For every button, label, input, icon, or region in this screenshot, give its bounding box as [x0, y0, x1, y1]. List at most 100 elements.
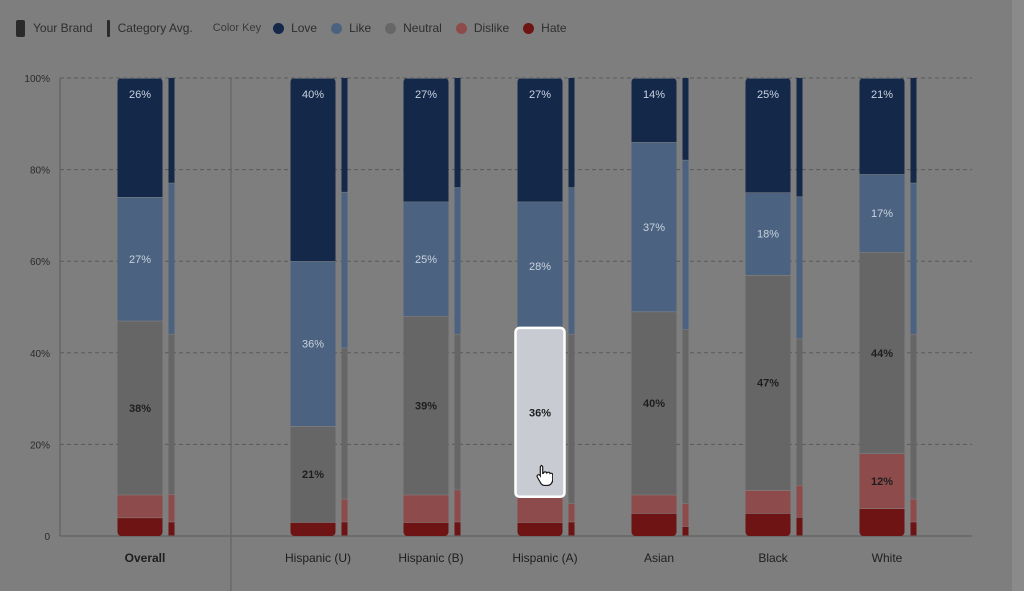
- legend-hate-label: Hate: [541, 21, 567, 35]
- bar-segment-hate[interactable]: [745, 513, 791, 536]
- hate-dot-icon: [523, 22, 535, 34]
- avg-segment-neutral: [568, 334, 575, 504]
- bar-segment-hate[interactable]: [859, 508, 905, 536]
- avg-segment-dislike: [796, 485, 803, 518]
- avg-segment-neutral: [454, 334, 461, 490]
- avg-segment-love: [796, 78, 803, 197]
- bar-segment-neutral[interactable]: [859, 252, 905, 454]
- avg-segment-like: [341, 192, 348, 348]
- value-label: 37%: [643, 222, 665, 234]
- avg-segment-love: [910, 78, 917, 183]
- bar-segment-neutral[interactable]: [117, 320, 163, 495]
- bar-segment-dislike[interactable]: [745, 490, 791, 514]
- value-label: 38%: [129, 403, 151, 415]
- bar-segment-like[interactable]: [517, 201, 563, 330]
- y-tick-label: 60%: [30, 257, 50, 268]
- bar-segment-neutral[interactable]: [290, 426, 336, 523]
- legend-category-avg: Category Avg.: [106, 19, 193, 37]
- bar-segment-love[interactable]: [631, 78, 677, 143]
- value-label: 21%: [302, 469, 324, 481]
- x-category-label: Black: [758, 551, 788, 565]
- legend-color-key-label: Color Key: [212, 22, 262, 34]
- bar-segment-like[interactable]: [117, 197, 163, 321]
- bar-segment-like[interactable]: [631, 142, 677, 312]
- bar-segment-love[interactable]: [745, 78, 791, 193]
- value-label: 25%: [757, 89, 779, 101]
- like-dot-icon: [331, 22, 343, 34]
- value-label: 27%: [129, 254, 151, 266]
- avg-segment-like: [910, 183, 917, 334]
- legend-your-brand: Your Brand: [16, 19, 93, 37]
- brand-bar-overall[interactable]: [117, 78, 163, 536]
- avg-segment-love: [682, 78, 689, 160]
- brand-bar-icon: [16, 19, 25, 37]
- avg-segment-dislike: [341, 499, 348, 522]
- avg-segment-dislike: [454, 490, 461, 522]
- bar-segment-hate[interactable]: [117, 517, 163, 536]
- x-category-label: Hispanic (U): [285, 551, 351, 565]
- avg-segment-like: [796, 197, 803, 339]
- bar-segment-dislike[interactable]: [859, 453, 905, 509]
- avg-segment-hate: [568, 522, 575, 536]
- bar-segment-love[interactable]: [117, 78, 163, 198]
- brand-bar-black[interactable]: [745, 78, 791, 536]
- bar-segment-love[interactable]: [403, 78, 449, 202]
- value-label: 44%: [871, 348, 893, 360]
- bar-segment-like[interactable]: [859, 174, 905, 253]
- avg-segment-love: [454, 78, 461, 188]
- value-label: 21%: [871, 89, 893, 101]
- hand-pointer-icon: [536, 464, 553, 486]
- y-tick-label: 40%: [30, 349, 50, 360]
- legend-love: Love: [273, 21, 317, 35]
- avg-segment-hate: [682, 526, 689, 536]
- brand-bar-hispanic-b[interactable]: [403, 78, 449, 536]
- value-label: 47%: [757, 378, 779, 390]
- avg-segment-love: [568, 78, 575, 188]
- bar-segment-dislike[interactable]: [403, 494, 449, 523]
- bar-segment-love[interactable]: [517, 78, 563, 202]
- bar-segment-hate[interactable]: [403, 522, 449, 536]
- legend-hate: Hate: [523, 21, 567, 35]
- bar-segment-dislike[interactable]: [117, 494, 163, 518]
- bar-segment-like[interactable]: [745, 192, 791, 275]
- avg-segment-neutral: [796, 339, 803, 486]
- avg-segment-dislike: [568, 503, 575, 522]
- bar-segment-hate[interactable]: [631, 513, 677, 536]
- bar-segment-love[interactable]: [859, 78, 905, 175]
- legend-neutral-label: Neutral: [403, 21, 442, 35]
- legend: Your Brand Category Avg. Color Key Love …: [16, 18, 581, 38]
- scrollbar-track[interactable]: [1012, 0, 1024, 591]
- value-label: 40%: [302, 89, 324, 101]
- highlighted-segment: [514, 326, 566, 499]
- avg-segment-hate: [454, 522, 461, 536]
- bar-segment-like[interactable]: [290, 261, 336, 427]
- bar-segment-neutral[interactable]: [745, 274, 791, 491]
- bar-segment-dislike[interactable]: [631, 494, 677, 514]
- y-tick-label: 80%: [30, 166, 50, 177]
- avg-segment-love: [168, 78, 175, 183]
- bar-segment-dislike[interactable]: [517, 494, 563, 523]
- bar-segment-hate[interactable]: [517, 522, 563, 536]
- value-label: 36%: [529, 407, 551, 419]
- love-dot-icon: [273, 22, 285, 34]
- legend-your-brand-label: Your Brand: [33, 21, 93, 35]
- value-label: 14%: [643, 89, 665, 101]
- brand-bar-asian[interactable]: [631, 78, 677, 536]
- legend-like: Like: [331, 21, 371, 35]
- avg-segment-neutral: [341, 348, 348, 499]
- x-category-label: Overall: [125, 551, 166, 565]
- brand-bar-hispanic-u[interactable]: [290, 78, 336, 536]
- brand-bar-white[interactable]: [859, 78, 905, 536]
- dislike-dot-icon: [455, 22, 467, 34]
- bar-segment-like[interactable]: [403, 201, 449, 317]
- average-bar-icon: [106, 19, 110, 37]
- avg-segment-love: [341, 78, 348, 192]
- legend-dislike: Dislike: [455, 21, 509, 35]
- bar-segment-hate[interactable]: [290, 522, 336, 536]
- avg-segment-neutral: [682, 329, 689, 504]
- value-label: 27%: [415, 89, 437, 101]
- bar-segment-neutral[interactable]: [403, 316, 449, 495]
- bar-segment-love[interactable]: [290, 78, 336, 262]
- bar-segment-neutral[interactable]: [631, 311, 677, 495]
